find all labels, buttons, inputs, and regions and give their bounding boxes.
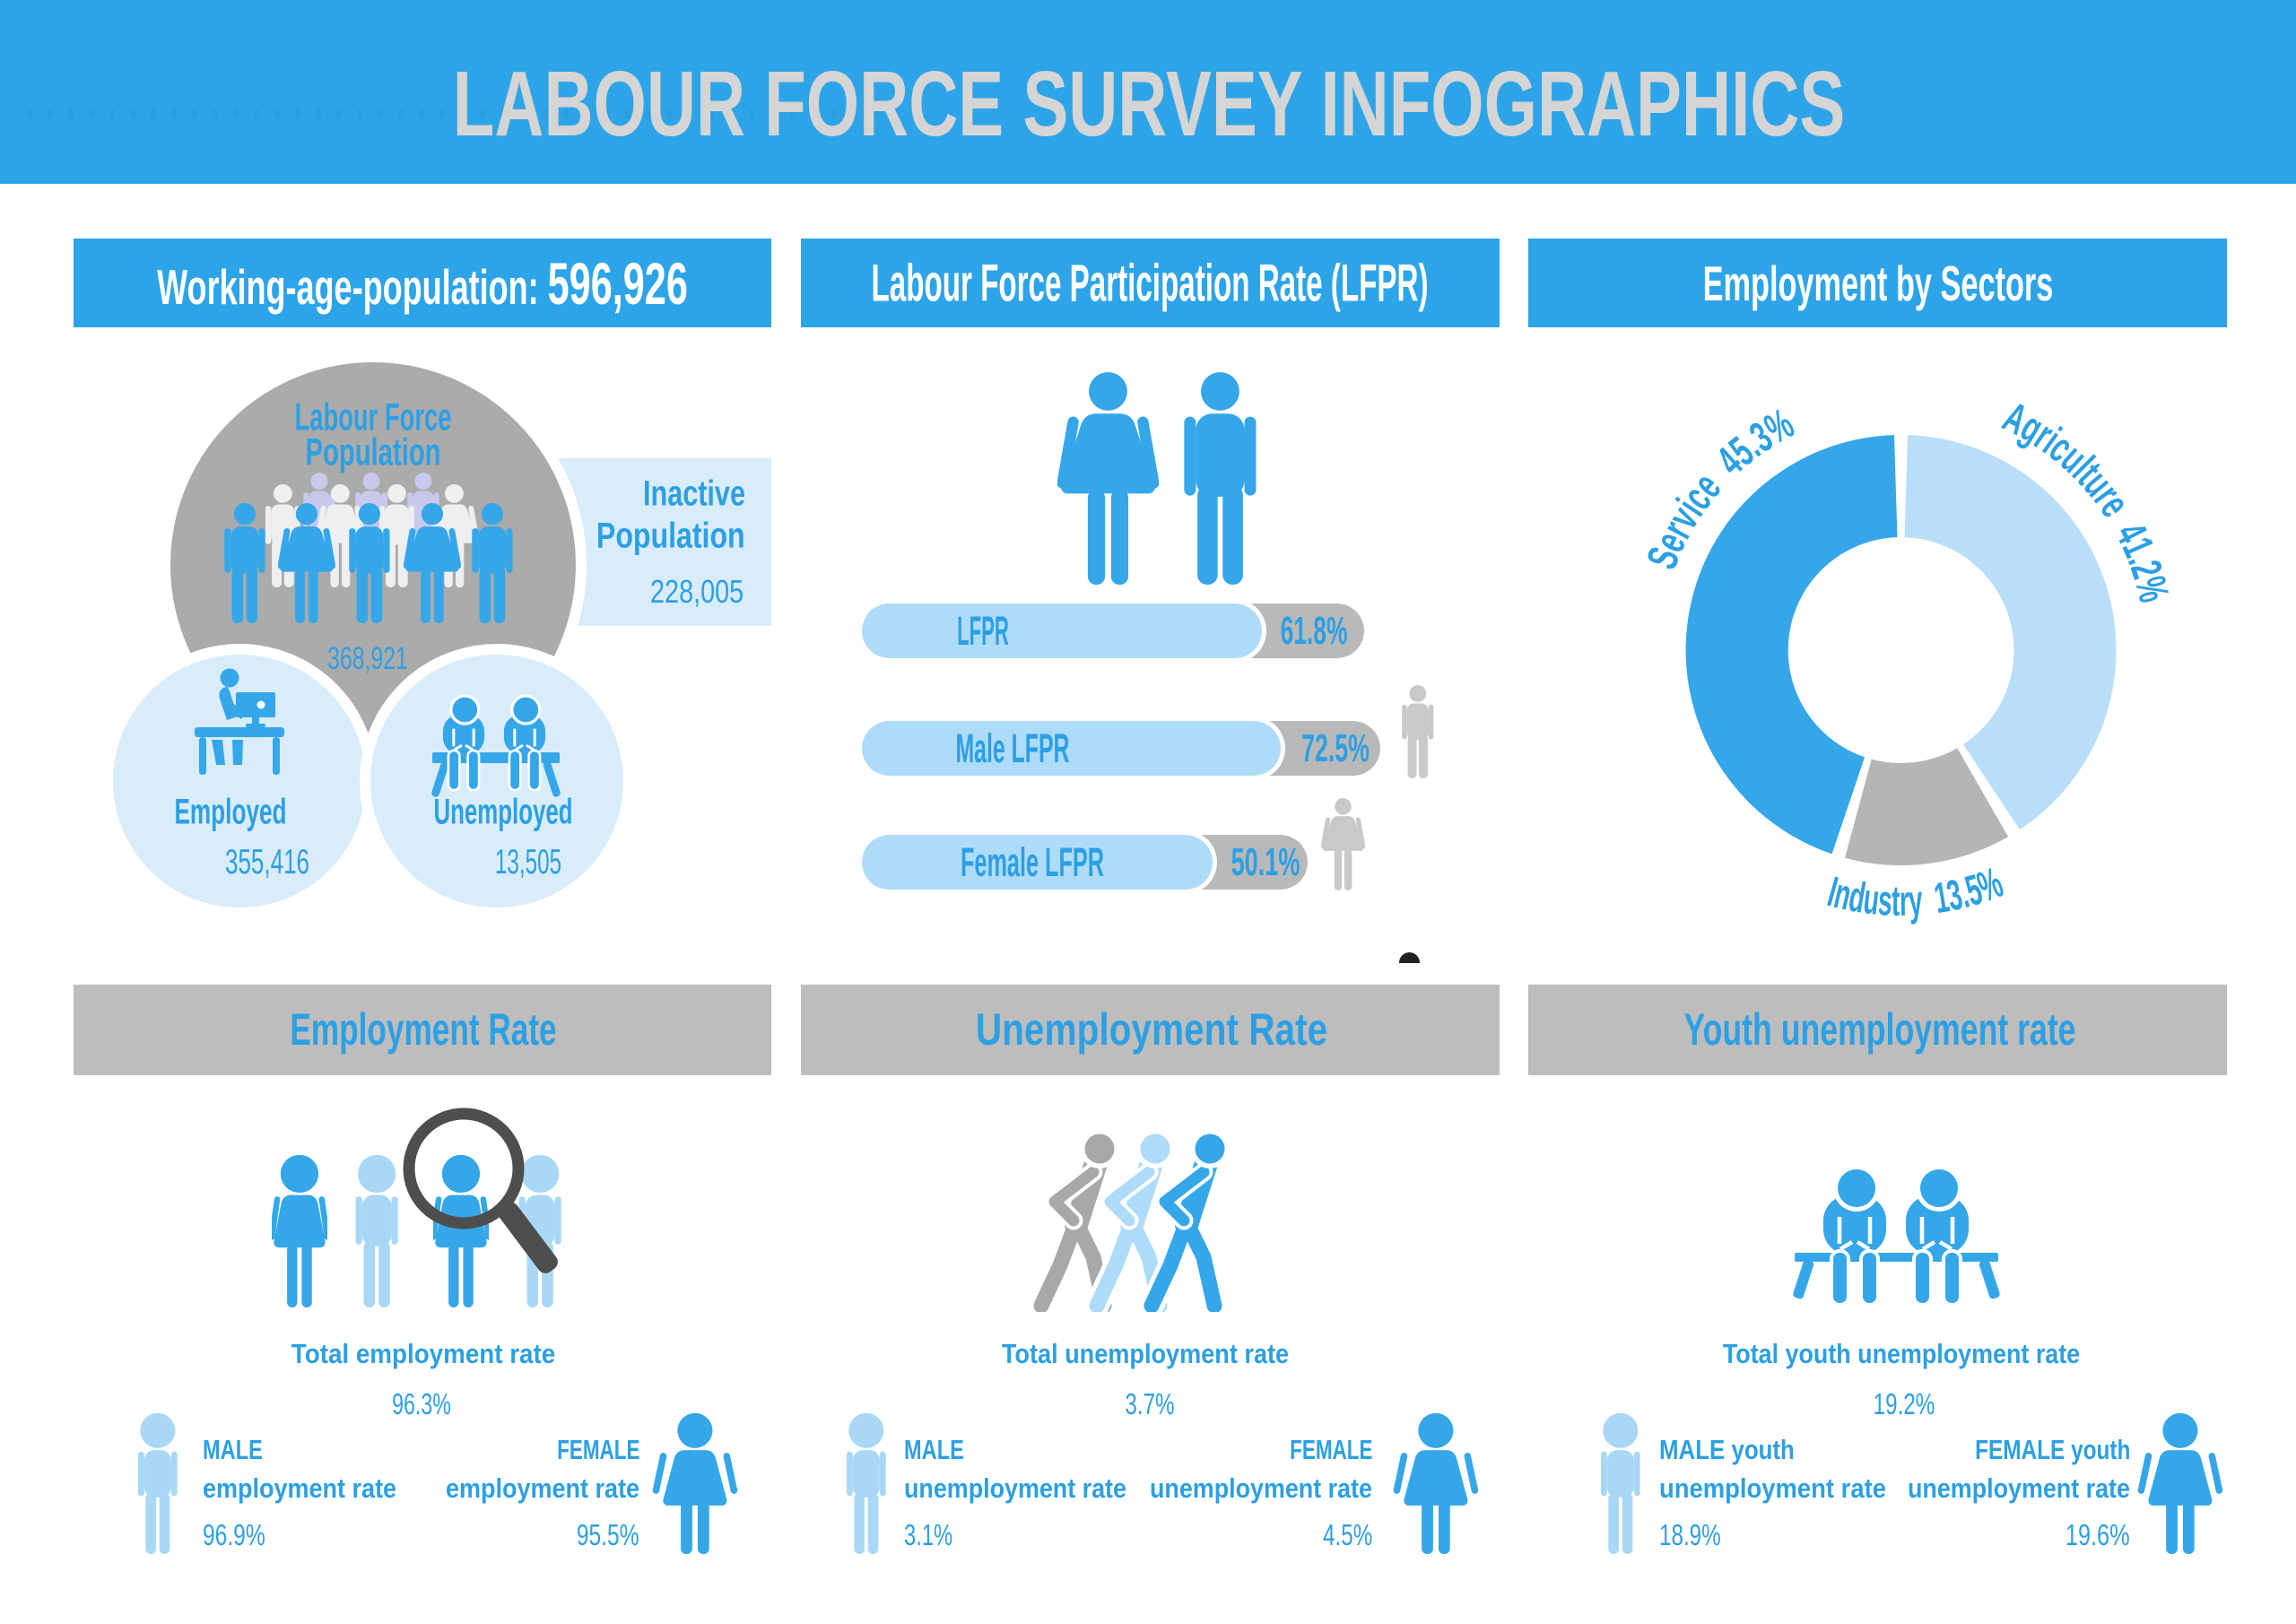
svg-text:Industry 13.5%: Industry 13.5% xyxy=(1822,859,2009,925)
